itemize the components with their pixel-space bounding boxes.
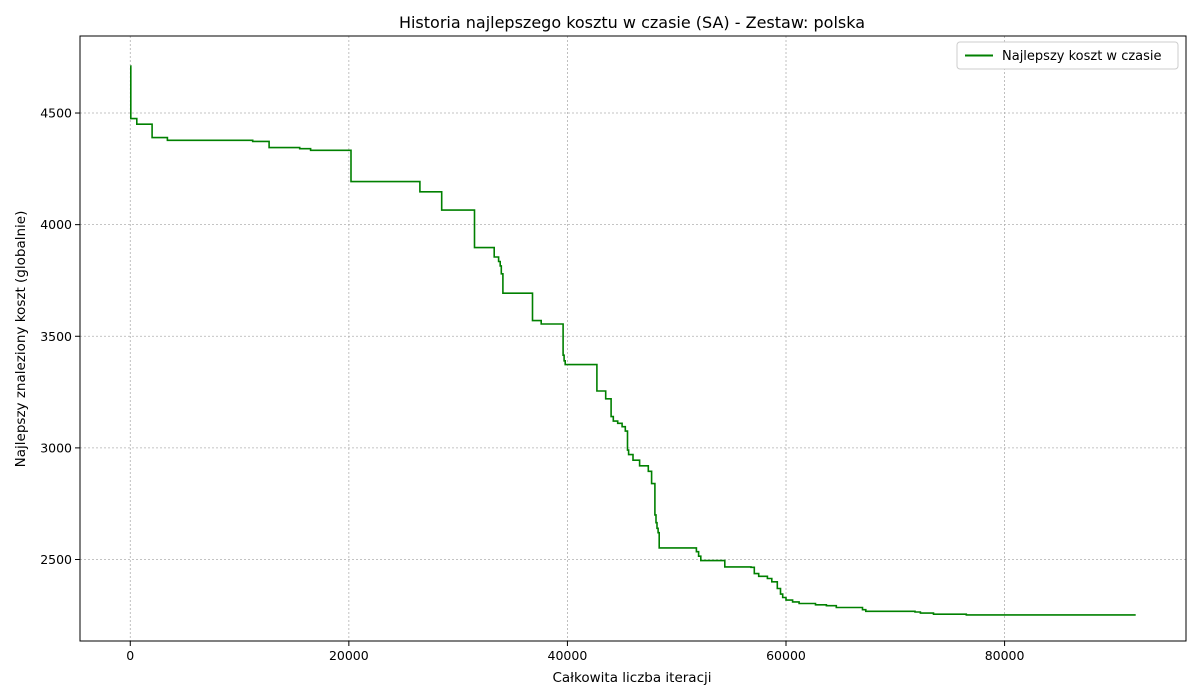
y-axis-ticks: 2500 3000 3500 4000 4500: [40, 106, 80, 567]
x-tick-label: 20000: [329, 648, 369, 663]
y-axis-label: Najlepszy znaleziony koszt (globalnie): [13, 211, 29, 468]
series-line: [130, 65, 1136, 616]
x-tick-label: 40000: [548, 648, 588, 663]
y-tick-label: 4000: [40, 217, 72, 232]
y-tick-label: 3000: [40, 440, 72, 455]
x-tick-label: 80000: [985, 648, 1025, 663]
legend: Najlepszy koszt w czasie: [956, 41, 1179, 70]
x-tick-label: 0: [126, 648, 134, 663]
plot-frame: [79, 35, 1187, 642]
chart-title: Historia najlepszego kosztu w czasie (SA…: [399, 13, 865, 32]
y-tick-label: 4500: [40, 106, 72, 121]
legend-label: Najlepszy koszt w czasie: [1002, 49, 1162, 64]
x-axis-label: Całkowita liczba iteracji: [552, 670, 711, 686]
grid-lines: [80, 36, 1186, 641]
y-tick-label: 3500: [40, 329, 72, 344]
legend-box: [956, 41, 1179, 70]
y-tick-label: 2500: [40, 552, 72, 567]
x-axis-ticks: 0 20000 40000 60000 80000: [126, 641, 1025, 663]
series-layer: [130, 65, 1136, 616]
x-tick-label: 60000: [766, 648, 806, 663]
